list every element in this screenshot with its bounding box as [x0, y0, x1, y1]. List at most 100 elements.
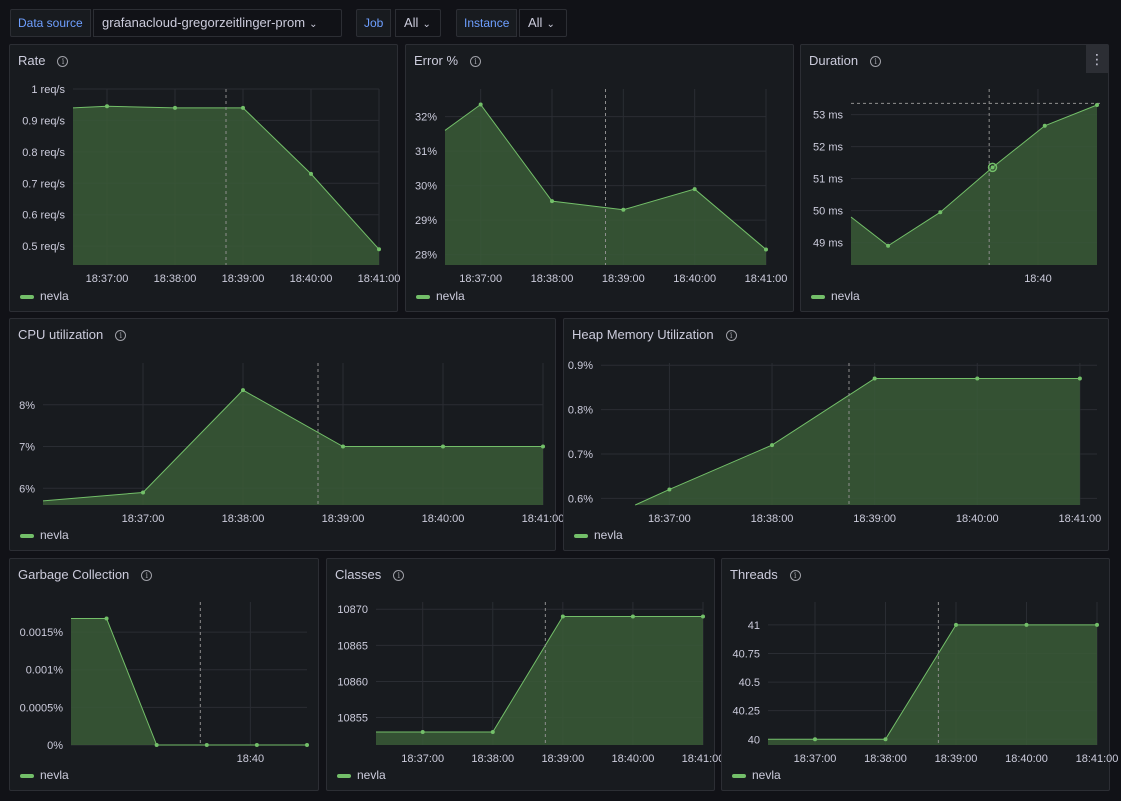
gc-chart[interactable]: 0.0015% 0.001% 0.0005% 0% 18:40 [10, 559, 320, 792]
panel-title[interactable]: Threads i [730, 567, 801, 582]
panel-title[interactable]: Classes i [335, 567, 405, 582]
data-point[interactable] [1095, 622, 1099, 627]
panel-title[interactable]: Duration i [809, 53, 882, 68]
data-point[interactable] [1095, 103, 1099, 107]
info-circle-icon[interactable]: i [725, 330, 737, 341]
panel-gc[interactable]: Garbage Collection i nevla 0.0015% 0.001% 0.0… [9, 558, 319, 791]
legend-item[interactable]: nevla [732, 768, 781, 782]
panel-title[interactable]: Rate i [18, 53, 69, 68]
legend-item[interactable]: nevla [20, 528, 69, 542]
info-circle-icon[interactable]: i [115, 330, 127, 341]
data-point[interactable] [954, 622, 958, 627]
panel-title[interactable]: Heap Memory Utilization i [572, 327, 737, 342]
data-point[interactable] [692, 187, 697, 192]
data-point[interactable] [105, 104, 109, 109]
data-point[interactable] [1077, 376, 1082, 381]
data-point[interactable] [309, 171, 313, 176]
data-point[interactable] [813, 737, 817, 742]
job-variable-select[interactable]: All ⌄ [395, 9, 441, 37]
data-point[interactable] [550, 199, 554, 204]
datasource-variable-select[interactable]: grafanacloud-gregorzeitlinger-prom ⌄ [93, 9, 342, 37]
y-tick-label: 10860 [337, 676, 368, 688]
hover-point-marker [987, 162, 998, 173]
data-point[interactable] [104, 616, 109, 621]
data-point[interactable] [241, 105, 245, 110]
data-point[interactable] [1024, 622, 1029, 627]
legend-item[interactable]: nevla [20, 768, 69, 782]
panel-duration[interactable]: Duration i ⋮ nevla 53 ms 52 ms 51 ms 50 ms 49 ms… [800, 44, 1109, 312]
threads-chart[interactable]: 41 40.75 40.5 40.25 40 18:37:00 18:38:00 18:39:… [722, 559, 1118, 792]
panel-classes[interactable]: Classes i nevla 10870 10865 10860 10855 18:37:0… [326, 558, 724, 792]
data-point[interactable] [541, 444, 545, 449]
legend-item[interactable]: nevla [811, 289, 860, 303]
data-point[interactable] [770, 443, 775, 448]
data-point[interactable] [490, 730, 495, 734]
x-tick-label: 18:38:00 [471, 753, 514, 765]
y-tick-label: 40 [748, 734, 760, 746]
series-area [71, 618, 307, 745]
legend-item[interactable]: nevla [416, 289, 465, 303]
data-point[interactable] [667, 487, 672, 492]
data-point[interactable] [341, 444, 345, 449]
info-circle-icon[interactable]: i [870, 56, 882, 67]
x-tick-label: 18:40:00 [612, 753, 655, 765]
info-circle-icon[interactable]: i [393, 570, 405, 581]
panel-threads[interactable]: Threads i nevla 41 40.75 40.5 40.25 40 18:37:00 1… [721, 558, 1118, 792]
data-point[interactable] [886, 243, 891, 248]
heap-chart[interactable]: 0.9% 0.8% 0.7% 0.6% 18:37:00 18:38:00 18:39:00… [564, 319, 1110, 552]
data-point[interactable] [938, 210, 943, 215]
data-point[interactable] [204, 743, 209, 747]
panel-error[interactable]: Error % i nevla 32% 31% 30% 29% 28% 18:37:00 18:3… [405, 44, 794, 312]
data-point[interactable] [173, 105, 177, 110]
data-point[interactable] [872, 376, 877, 381]
x-tick-label: 18:38:00 [222, 513, 265, 525]
x-tick-label: 18:39:00 [602, 273, 645, 285]
data-point[interactable] [441, 444, 445, 449]
data-point[interactable] [975, 376, 980, 381]
data-point[interactable] [241, 388, 245, 393]
y-tick-label: 0.7% [568, 449, 593, 461]
info-circle-icon[interactable]: i [470, 56, 482, 67]
data-point[interactable] [377, 247, 381, 252]
data-point[interactable] [154, 743, 159, 747]
legend-item[interactable]: nevla [574, 528, 623, 542]
panel-title[interactable]: Garbage Collection i [18, 567, 153, 582]
legend-item[interactable]: nevla [20, 289, 69, 303]
data-point[interactable] [560, 614, 565, 619]
classes-chart[interactable]: 10870 10865 10860 10855 18:37:00 18:38:00 18:3… [327, 559, 724, 792]
panel-menu-icon[interactable]: ⋮ [1086, 45, 1108, 73]
panel-title[interactable]: CPU utilization i [18, 327, 127, 342]
panel-title[interactable]: Error % i [414, 53, 482, 68]
series-line [850, 104, 1098, 247]
series-area [851, 105, 1097, 265]
rate-chart[interactable]: 1 req/s 0.9 req/s 0.8 req/s 0.7 req/s 0.6 re… [10, 45, 400, 313]
data-point[interactable] [420, 730, 425, 734]
instance-variable-select[interactable]: All ⌄ [519, 9, 567, 37]
data-point[interactable] [630, 614, 635, 619]
data-point[interactable] [764, 247, 768, 252]
data-point[interactable] [478, 102, 483, 107]
panel-cpu[interactable]: CPU utilization i nevla 8% 7% 6% 18:37:00 18:38… [9, 318, 564, 552]
y-tick-label: 0% [47, 740, 63, 752]
data-point[interactable] [1042, 123, 1047, 128]
x-tick-label: 18:38:00 [154, 273, 197, 285]
panel-rate[interactable]: Rate i nevla 1 req/s 0.9 req/s 0.8 req/s 0.7 r… [9, 44, 400, 313]
cpu-chart[interactable]: 8% 7% 6% 18:37:00 18:38:00 18:39:00 18:40:00 18… [10, 319, 564, 552]
data-point[interactable] [621, 207, 626, 212]
chevron-down-icon: ⌄ [422, 19, 431, 30]
data-point[interactable] [883, 737, 888, 742]
data-point[interactable] [701, 614, 705, 619]
legend-item[interactable]: nevla [337, 768, 386, 782]
y-tick-label: 0.9% [568, 360, 593, 372]
y-tick-label: 1 req/s [31, 84, 65, 96]
panel-heap[interactable]: Heap Memory Utilization i nevla 0.9% 0.8% 0.7… [563, 318, 1109, 551]
error-chart[interactable]: 32% 31% 30% 29% 28% 18:37:00 18:38:00 18:39:00 1… [406, 45, 795, 313]
info-circle-icon[interactable]: i [57, 56, 69, 67]
duration-chart[interactable]: 53 ms 52 ms 51 ms 50 ms 49 ms 18:40 [801, 45, 1110, 313]
info-circle-icon[interactable]: i [789, 570, 801, 581]
data-point[interactable] [141, 490, 145, 495]
info-circle-icon[interactable]: i [141, 570, 153, 581]
data-point[interactable] [990, 165, 995, 170]
data-point[interactable] [305, 743, 309, 747]
data-point[interactable] [254, 743, 259, 747]
